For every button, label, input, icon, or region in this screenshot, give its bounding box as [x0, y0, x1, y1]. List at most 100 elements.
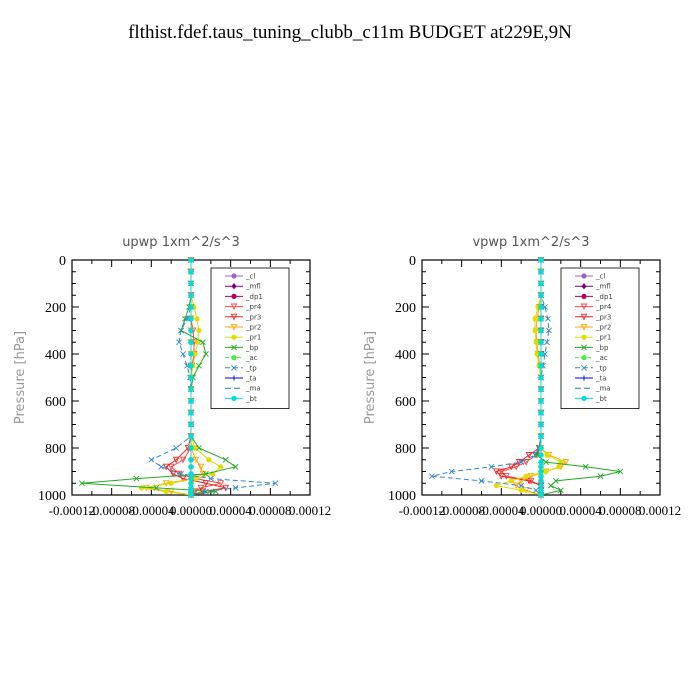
data-point [148, 456, 155, 463]
data-point [538, 316, 544, 322]
legend-box [560, 267, 640, 410]
data-point [196, 327, 202, 334]
data-point [533, 487, 539, 494]
data-point [191, 488, 199, 496]
legend-label: _ac [245, 354, 258, 362]
data-point [176, 339, 183, 346]
y-axis-label: Pressure [hPa] [363, 331, 378, 424]
data-point [188, 292, 194, 298]
data-point [428, 473, 435, 480]
data-point [488, 463, 495, 470]
legend-label: _pr1 [595, 334, 611, 342]
data-point [78, 480, 85, 487]
data-point [202, 480, 210, 487]
data-point [202, 470, 209, 477]
data-point [522, 459, 530, 466]
data-point [538, 492, 544, 498]
data-point [218, 464, 224, 470]
legend-box [210, 267, 290, 410]
y-tick-label: 600 [395, 395, 416, 410]
legend-label: _ta [245, 375, 257, 383]
data-point [188, 304, 194, 310]
data-point [522, 487, 530, 494]
data-point [188, 363, 194, 369]
data-point [538, 351, 544, 357]
legend-label: _tp [595, 364, 607, 372]
data-point [562, 459, 570, 466]
legend-marker [581, 283, 587, 290]
data-point [448, 468, 455, 475]
legend-marker [580, 313, 588, 321]
data-point [538, 433, 544, 439]
data-point [195, 339, 201, 345]
panel-title: upwp 1xm^2/s^3 [122, 235, 240, 250]
legend-marker [580, 323, 588, 331]
legend-label: _pr3 [595, 313, 611, 321]
data-point [538, 398, 544, 404]
data-point [188, 316, 194, 322]
x-tick-label: 0.00008 [249, 503, 291, 518]
data-point [538, 280, 544, 287]
legend-label: _pr1 [245, 334, 261, 342]
legend-label: _dp1 [595, 293, 613, 301]
legend-label: _mfl [595, 283, 611, 291]
data-point [184, 315, 190, 322]
data-point [542, 304, 548, 310]
data-point [538, 410, 544, 416]
series-group [78, 256, 279, 499]
data-point [188, 433, 194, 439]
legend-label: _bt [245, 395, 257, 403]
data-point [188, 327, 194, 334]
data-point [158, 463, 165, 470]
data-point [182, 315, 188, 322]
y-tick-label: 800 [395, 442, 416, 457]
data-point [498, 473, 505, 480]
legend-label: _pr4 [595, 303, 612, 311]
data-point [173, 445, 180, 451]
data-point [188, 480, 194, 486]
data-point [272, 480, 279, 487]
x-tick-label: -0.00008 [88, 503, 135, 518]
legend-label: _pr2 [595, 324, 611, 332]
legend-marker [231, 283, 237, 290]
data-point [525, 477, 533, 485]
data-point [188, 445, 194, 451]
data-point [197, 463, 205, 471]
legend-marker [581, 273, 587, 279]
y-tick-label: 600 [45, 395, 66, 410]
data-point [538, 327, 544, 334]
legend-label: _cl [245, 273, 255, 281]
x-tick-label: 0.00004 [560, 503, 603, 518]
x-tick-label: 0.00000 [520, 503, 562, 518]
data-point [538, 487, 544, 493]
data-point [184, 362, 190, 369]
data-point [202, 351, 209, 357]
data-point [167, 463, 175, 471]
data-point [188, 457, 194, 463]
data-point [544, 452, 550, 458]
data-point [222, 484, 230, 492]
data-point [179, 456, 187, 464]
series-group [428, 256, 624, 499]
data-point [178, 327, 185, 334]
data-point [538, 468, 544, 475]
legend: _cl _mfl _dp1 _pr4 _pr3 _pr2 _pr1 _bp _ac _tp _ta _… [560, 267, 640, 410]
data-point [512, 482, 520, 490]
data-point [188, 464, 194, 470]
legend-marker [581, 375, 587, 381]
legend-marker [581, 334, 587, 340]
legend-label: _ta [595, 375, 607, 383]
data-point [199, 339, 206, 346]
data-point [207, 475, 214, 482]
legend-label: _tp [245, 364, 257, 372]
y-axis-label: Pressure [hPa] [13, 331, 28, 424]
data-point [538, 363, 544, 369]
y-tick-label: 0 [409, 254, 416, 269]
legend-label: _pr2 [245, 324, 261, 332]
data-point [188, 269, 194, 275]
data-point [192, 351, 198, 357]
data-point [597, 473, 604, 480]
legend-label: _pr4 [245, 303, 262, 311]
data-point [138, 485, 145, 491]
